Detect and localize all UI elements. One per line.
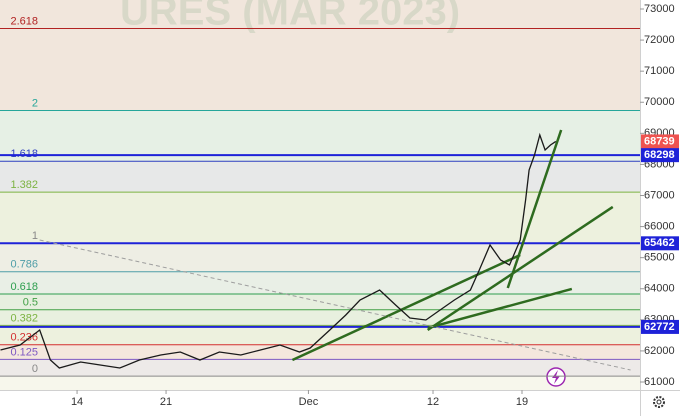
y-tick-label: 61000 [644, 376, 675, 388]
price-tag [641, 148, 679, 163]
price-tag-label: 68298 [644, 149, 675, 161]
x-tick-label: 21 [160, 396, 172, 408]
price-tag-label: 68739 [644, 135, 675, 147]
fib-label: 0.382 [10, 312, 38, 324]
fib-label: 1.618 [10, 148, 38, 160]
fib-zone [0, 110, 640, 162]
x-tick-label: Dec [299, 396, 319, 408]
alert-icon[interactable] [546, 367, 566, 387]
trend-line [291, 253, 521, 362]
y-tick-label: 65000 [644, 252, 675, 264]
trend-line [426, 205, 614, 332]
settings-icon[interactable] [653, 396, 665, 408]
fib-zone [0, 161, 640, 193]
fib-label: 2.618 [10, 15, 38, 27]
y-tick-label: 70000 [644, 96, 675, 108]
price-tag-label: 62772 [644, 321, 675, 333]
fib-zone [0, 0, 640, 111]
y-tick-label: 71000 [644, 65, 675, 77]
fib-label: 0.618 [10, 281, 38, 293]
fib-zone [0, 192, 640, 244]
y-tick-label: 62000 [644, 345, 675, 357]
fib-label: 0.236 [10, 332, 38, 344]
price-tag-label: 65462 [644, 237, 675, 249]
fib-label: 2 [32, 97, 38, 109]
fib-label: 0.786 [10, 259, 38, 271]
price-tag [641, 236, 679, 251]
y-tick-label: 66000 [644, 220, 675, 232]
fib-label: 0.125 [10, 346, 38, 358]
fib-zone [0, 243, 640, 272]
fib-zone [0, 325, 640, 345]
fib-label: 0 [32, 363, 38, 375]
trend-line [39, 239, 631, 371]
fib-zone [0, 309, 640, 326]
y-tick-label: 67000 [644, 189, 675, 201]
fib-zone [0, 359, 640, 377]
y-tick-label: 64000 [644, 283, 675, 295]
y-tick-label: 73000 [644, 3, 675, 15]
trend-line [427, 287, 573, 330]
y-tick-label: 72000 [644, 34, 675, 46]
fib-label: 0.5 [23, 297, 38, 309]
price-line-series [0, 132, 557, 369]
fib-label: 1 [32, 230, 38, 242]
x-tick-label: 14 [71, 396, 83, 408]
trend-line [506, 129, 563, 289]
x-tick-label: 19 [516, 396, 528, 408]
x-tick-label: 12 [427, 396, 439, 408]
fib-label: 1.382 [10, 179, 38, 191]
price-tag [641, 134, 679, 149]
fib-zone [0, 271, 640, 295]
price-tag [641, 319, 679, 334]
